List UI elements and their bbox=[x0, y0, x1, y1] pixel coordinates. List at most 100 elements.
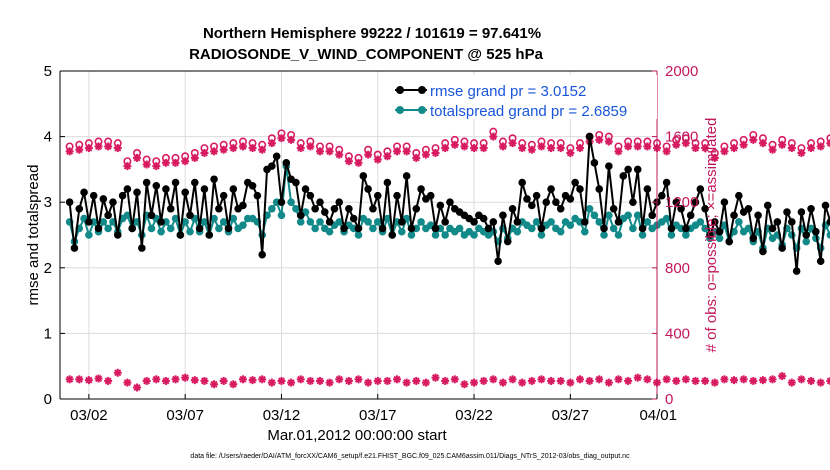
obs-low-point-stroke bbox=[595, 375, 603, 383]
rmse-point bbox=[104, 211, 112, 220]
obs-assimilated-point-stroke bbox=[239, 142, 247, 150]
obs-low-point bbox=[325, 378, 334, 387]
obs-low-point-stroke bbox=[75, 375, 83, 383]
totalspread-point bbox=[600, 231, 608, 239]
obs-assimilated-point-stroke bbox=[181, 157, 189, 165]
obs-assimilated-point-stroke bbox=[691, 144, 700, 152]
rmse-point bbox=[807, 204, 815, 213]
rmse-point bbox=[706, 231, 714, 239]
obs-assimilated-point-stroke bbox=[826, 142, 830, 147]
obs-assimilated-point-stroke bbox=[364, 151, 372, 159]
obs-low-point bbox=[441, 376, 450, 385]
rmse-point bbox=[388, 231, 397, 239]
totalspread-point bbox=[585, 204, 594, 213]
obs-low-point bbox=[383, 376, 392, 385]
rmse-point bbox=[171, 178, 180, 187]
obs-assimilated-point bbox=[296, 144, 305, 153]
rmse-point bbox=[643, 185, 652, 193]
obs-assimilated-point bbox=[113, 144, 122, 153]
obs-assimilated-point bbox=[200, 149, 209, 157]
rmse-point bbox=[152, 182, 161, 190]
totalspread-point bbox=[590, 211, 599, 220]
obs-assimilated-point bbox=[701, 144, 710, 153]
rmse-point bbox=[662, 178, 671, 187]
y-tick-label: 4 bbox=[44, 129, 52, 146]
obs-low-point-stroke bbox=[403, 379, 411, 387]
obs-assimilated-point bbox=[720, 147, 729, 156]
obs-assimilated-point bbox=[537, 142, 546, 151]
rmse-point bbox=[783, 208, 791, 216]
rmse-point bbox=[253, 191, 262, 200]
obs-assimilated-point bbox=[575, 144, 584, 153]
rmse-point bbox=[619, 172, 628, 180]
totalspread-point bbox=[85, 231, 93, 239]
obs-low-point bbox=[778, 372, 787, 381]
obs-low-point bbox=[537, 375, 546, 384]
rmse-point bbox=[282, 159, 291, 167]
totalspread-point bbox=[614, 231, 623, 239]
rmse-point bbox=[686, 211, 695, 220]
obs-low-point-stroke bbox=[210, 380, 218, 388]
obs-assimilated-point bbox=[518, 144, 527, 153]
obs-possible-point bbox=[826, 134, 830, 143]
obs-low-point-stroke bbox=[393, 375, 401, 383]
obs-low-point-stroke bbox=[720, 375, 728, 383]
rmse-point bbox=[542, 198, 551, 206]
rmse-point bbox=[479, 214, 488, 223]
obs-low-point-stroke bbox=[277, 377, 286, 385]
legend-marker-spread-end bbox=[418, 106, 426, 114]
y-tick-label: 3 bbox=[44, 194, 52, 211]
totalspread-point bbox=[316, 218, 324, 226]
totalspread-point bbox=[277, 211, 286, 220]
rmse-point bbox=[306, 191, 315, 200]
obs-low-point-stroke bbox=[460, 380, 468, 388]
obs-assimilated-point-stroke bbox=[826, 139, 830, 145]
rmse-point bbox=[316, 198, 324, 206]
obs-assimilated-point bbox=[672, 140, 681, 149]
totalspread-point bbox=[364, 218, 372, 226]
rmse-point bbox=[393, 191, 401, 200]
obs-low-point-stroke bbox=[229, 380, 237, 388]
y-right-tick-label: 0 bbox=[665, 391, 673, 408]
obs-assimilated-point bbox=[315, 147, 324, 156]
legend-marker-rmse bbox=[396, 86, 404, 94]
x-tick-label: 03/02 bbox=[70, 407, 108, 424]
obs-assimilated-point bbox=[787, 144, 796, 153]
obs-low-point-stroke bbox=[576, 375, 584, 383]
obs-assimilated-point-stroke bbox=[143, 160, 151, 169]
rmse-point bbox=[94, 224, 103, 233]
obs-low-point-stroke bbox=[672, 377, 680, 385]
obs-assimilated-point-stroke bbox=[210, 147, 218, 155]
obs-low-point bbox=[65, 375, 74, 384]
obs-low-point bbox=[75, 375, 84, 384]
rmse-point bbox=[345, 204, 353, 213]
obs-assimilated-point bbox=[547, 144, 556, 153]
rmse-point bbox=[547, 185, 555, 193]
obs-assimilated-point bbox=[643, 142, 652, 151]
obs-assimilated-point bbox=[662, 147, 671, 156]
rmse-point bbox=[277, 198, 286, 206]
rmse-point bbox=[585, 132, 594, 141]
rmse-point bbox=[735, 191, 743, 200]
obs-low-point-stroke bbox=[537, 375, 545, 383]
obs-low-point bbox=[402, 378, 411, 387]
obs-assimilated-point bbox=[412, 153, 421, 162]
rmse-point bbox=[826, 218, 830, 226]
x-tick-label: 03/27 bbox=[552, 407, 590, 424]
obs-low-point bbox=[585, 376, 594, 385]
obs-assimilated-point-stroke bbox=[720, 147, 728, 155]
obs-low-point-stroke bbox=[826, 379, 830, 385]
obs-assimilated-point-stroke bbox=[374, 156, 382, 164]
rmse-point bbox=[730, 211, 738, 220]
obs-low-point bbox=[749, 376, 758, 385]
obs-assimilated-point bbox=[595, 135, 604, 144]
obs-low-point bbox=[826, 376, 830, 385]
obs-low-point bbox=[816, 378, 825, 387]
obs-assimilated-point-stroke bbox=[547, 144, 555, 152]
obs-assimilated-point-stroke bbox=[422, 151, 430, 159]
rmse-point bbox=[412, 204, 421, 213]
obs-assimilated-point bbox=[393, 147, 402, 156]
obs-assimilated-point bbox=[277, 134, 286, 143]
rmse-point bbox=[605, 162, 613, 170]
